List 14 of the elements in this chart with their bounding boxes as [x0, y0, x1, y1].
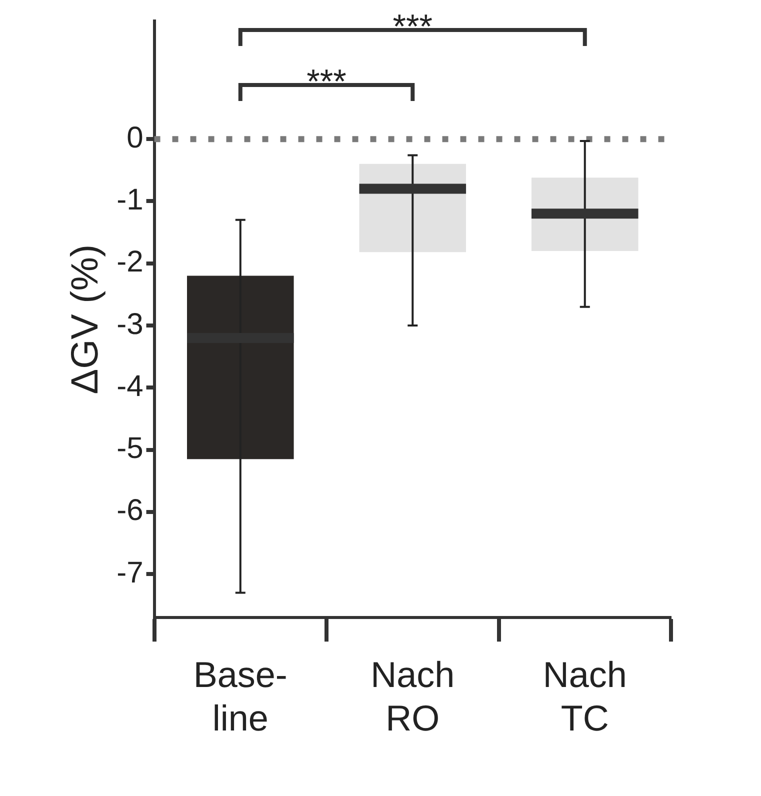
- x-tick-label: Nach RO: [370, 654, 455, 738]
- y-tick-label: 0: [126, 121, 144, 154]
- y-tick-label: -4: [116, 370, 144, 403]
- annotation: ***: [392, 8, 432, 46]
- x-tick-label: Base- line: [193, 654, 288, 738]
- y-tick-label: -5: [116, 432, 144, 466]
- y-tick-label: -2: [116, 246, 144, 279]
- y-tick-label: -6: [116, 494, 144, 528]
- y-tick-label: -3: [116, 308, 144, 341]
- x-tick-label: Nach TC: [542, 654, 627, 738]
- y-tick-label: -1: [116, 183, 144, 216]
- annotation: ***: [306, 63, 346, 101]
- y-tick-label: -7: [116, 556, 144, 590]
- y-axis-title: ΔGV (%): [64, 244, 106, 394]
